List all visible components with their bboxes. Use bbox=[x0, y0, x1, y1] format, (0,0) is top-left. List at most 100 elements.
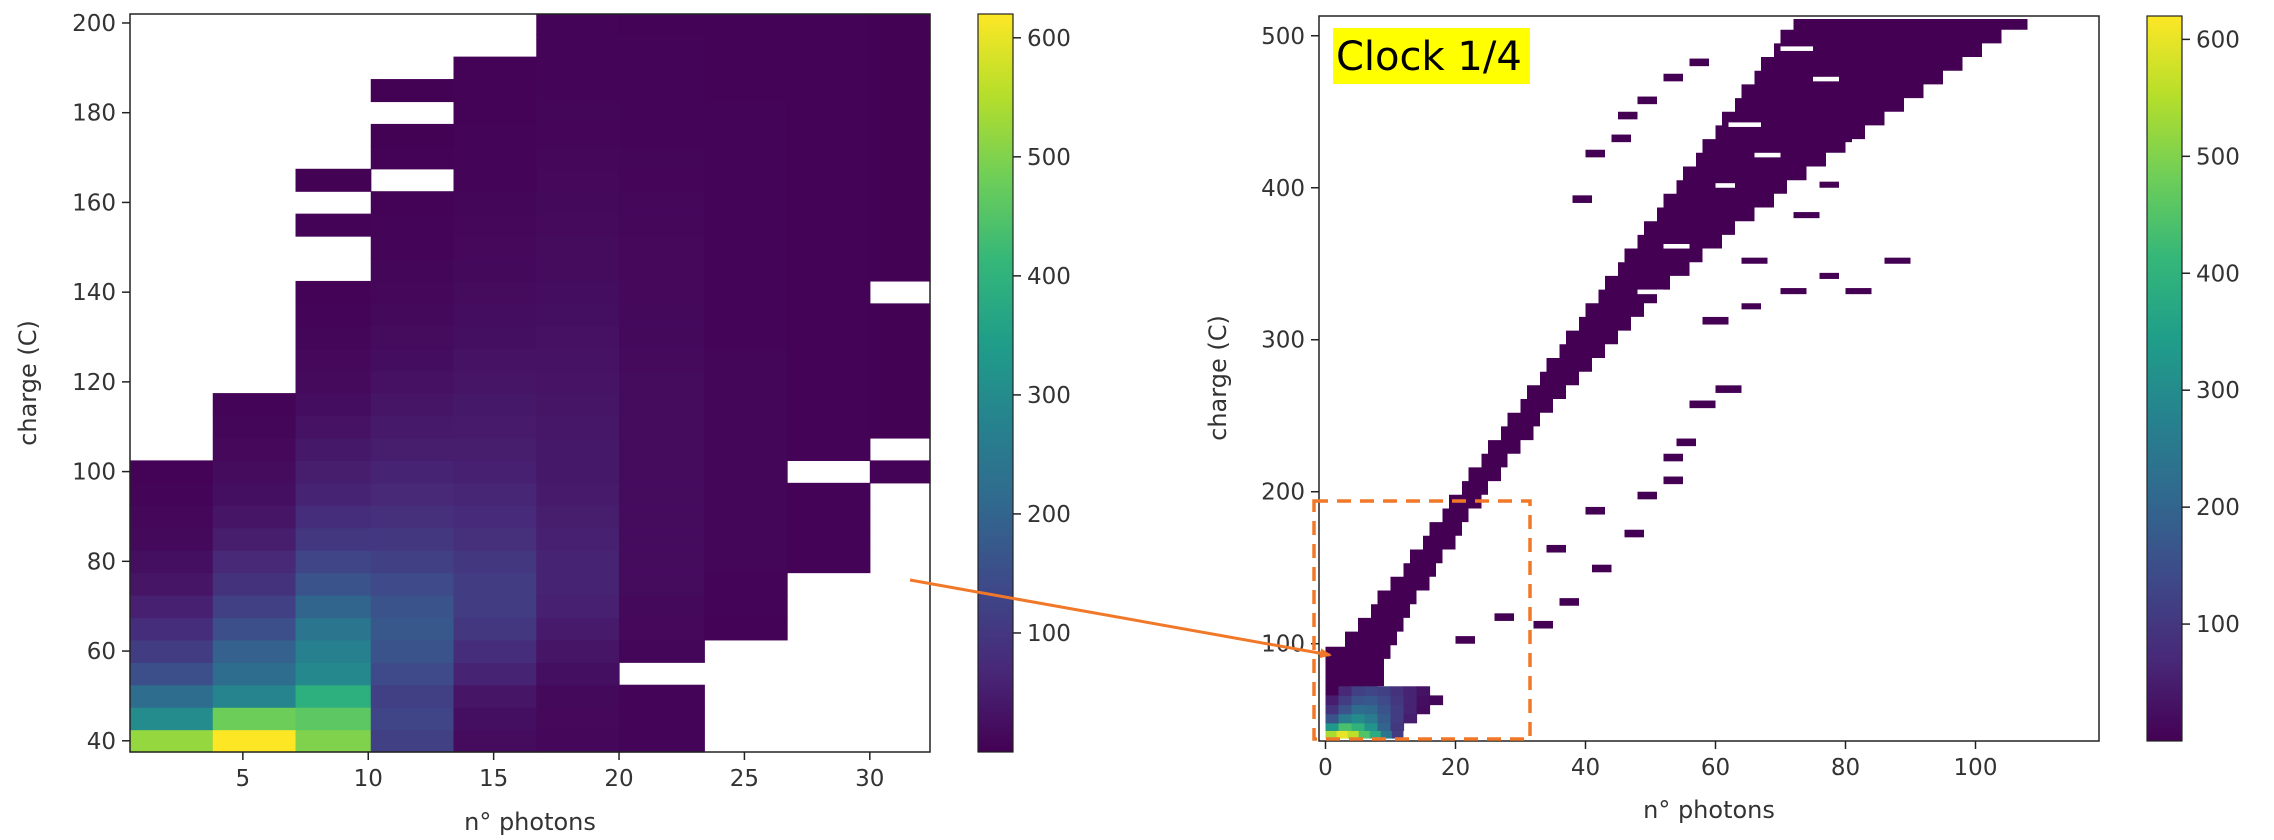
left-heatmap-cell bbox=[619, 325, 705, 349]
left-heatmap-cell bbox=[869, 348, 931, 372]
right-heatmap-cell bbox=[1390, 722, 1405, 731]
right-heatmap-cell bbox=[1390, 704, 1405, 715]
right-sparse-bin bbox=[1819, 272, 1839, 279]
left-heatmap-cell bbox=[536, 707, 620, 731]
left-heatmap-cell bbox=[869, 146, 931, 170]
left-heatmap-cell bbox=[453, 527, 537, 551]
right-heatmap-cell bbox=[1325, 722, 1340, 731]
right-sparse-bin bbox=[1702, 316, 1729, 325]
left-heatmap-cell bbox=[536, 370, 620, 394]
left-heatmap-cell bbox=[370, 505, 455, 529]
right-y-tick-label: 200 bbox=[1261, 480, 1305, 506]
right-heatmap-cell bbox=[1338, 713, 1353, 724]
left-heatmap-cell bbox=[295, 415, 372, 439]
left-y-tick-label: 160 bbox=[72, 190, 116, 216]
left-heatmap-cell bbox=[130, 684, 214, 708]
left-y-tick-label: 200 bbox=[72, 11, 116, 37]
left-heatmap-cell bbox=[536, 280, 620, 304]
left-heatmap-cell bbox=[536, 437, 620, 461]
left-heatmap-cell bbox=[370, 550, 455, 574]
left-colorbar-tick-label: 200 bbox=[1027, 502, 1071, 528]
left-heatmap-cell bbox=[704, 437, 788, 461]
left-x-axis-label: n° photons bbox=[464, 808, 596, 836]
left-heatmap-cell bbox=[295, 348, 372, 372]
left-y-tick-label: 120 bbox=[72, 370, 116, 396]
left-heatmap-cell bbox=[536, 101, 620, 125]
right-sparse-bin bbox=[1572, 195, 1592, 203]
left-heatmap-cell bbox=[787, 482, 871, 506]
left-heatmap-cell bbox=[536, 393, 620, 417]
left-heatmap-cell bbox=[130, 729, 214, 753]
left-heatmap-cell bbox=[453, 370, 537, 394]
right-heatmap-cell bbox=[1377, 722, 1392, 731]
left-heatmap-cell bbox=[869, 191, 931, 215]
right-heatmap-cell bbox=[1364, 695, 1379, 706]
left-x-tick-label: 30 bbox=[855, 766, 884, 792]
left-heatmap-cell bbox=[212, 393, 297, 417]
right-heatmap-cell bbox=[1403, 713, 1418, 724]
left-heatmap-cell bbox=[536, 236, 620, 260]
left-heatmap-cell bbox=[619, 617, 705, 641]
left-plot-frame bbox=[129, 13, 931, 753]
left-heatmap-cell bbox=[453, 572, 537, 596]
right-empty-bin bbox=[1696, 76, 1722, 82]
left-heatmap-cell bbox=[619, 729, 705, 753]
left-heatmap-cell bbox=[130, 707, 214, 731]
right-sparse-bin bbox=[1592, 564, 1612, 573]
left-x-tick-label: 10 bbox=[354, 766, 383, 792]
right-heatmap-cell bbox=[1336, 730, 1349, 739]
left-heatmap-cell bbox=[869, 325, 931, 349]
right-heatmap-cell bbox=[1416, 686, 1431, 696]
right-empty-bin bbox=[1572, 167, 1599, 173]
right-x-tick-label: 0 bbox=[1318, 755, 1333, 781]
left-heatmap-cell bbox=[704, 303, 788, 327]
left-heatmap-cell bbox=[619, 258, 705, 282]
left-heatmap-cell bbox=[370, 325, 455, 349]
left-heatmap-cell bbox=[536, 14, 620, 35]
right-heatmap-cell bbox=[1364, 713, 1379, 724]
left-heatmap-cell bbox=[704, 123, 788, 147]
right-x-tick-label: 20 bbox=[1441, 755, 1470, 781]
left-heatmap-cell bbox=[619, 594, 705, 619]
right-colorbar-tick-label: 300 bbox=[2196, 378, 2240, 404]
right-colorbar-tick-label: 600 bbox=[2196, 27, 2240, 53]
left-heatmap-cell bbox=[704, 258, 788, 282]
right-empty-bin bbox=[1611, 411, 1631, 416]
left-heatmap-cell bbox=[704, 415, 788, 439]
left-heatmap-cell bbox=[370, 348, 455, 372]
left-x-tick-label: 20 bbox=[604, 766, 633, 792]
clock-label-background bbox=[1333, 28, 1530, 84]
left-heatmap-cell bbox=[869, 393, 931, 417]
left-heatmap-cell bbox=[370, 123, 455, 147]
right-sparse-bin bbox=[1585, 506, 1605, 515]
right-sparse-bin bbox=[1715, 385, 1742, 393]
right-heatmap-cell bbox=[1403, 704, 1418, 715]
left-heatmap-cell bbox=[869, 34, 931, 58]
left-heatmap-cell bbox=[704, 191, 788, 215]
left-heatmap-cell bbox=[212, 482, 297, 506]
left-heatmap-cell bbox=[787, 527, 871, 551]
left-heatmap-cell bbox=[619, 213, 705, 237]
left-heatmap-cell bbox=[370, 415, 455, 439]
annotations: Clock 1/4 bbox=[909, 28, 1532, 741]
left-heatmap-cell bbox=[787, 101, 871, 125]
right-heatmap-cell bbox=[1377, 686, 1392, 696]
left-heatmap-cell bbox=[787, 146, 871, 170]
right-heatmap-cell bbox=[1429, 695, 1444, 706]
right-y-tick-label: 500 bbox=[1261, 24, 1305, 50]
left-heatmap-cell bbox=[453, 437, 537, 461]
right-empty-bin bbox=[1715, 183, 1735, 188]
left-heatmap-cell bbox=[212, 572, 297, 596]
left-heatmap-cell bbox=[295, 729, 372, 753]
left-heatmap-cell bbox=[212, 550, 297, 574]
left-heatmap-cell bbox=[212, 639, 297, 663]
left-heatmap-cell bbox=[453, 505, 537, 529]
left-y-tick-label: 60 bbox=[87, 639, 116, 665]
left-heatmap-cell bbox=[130, 505, 214, 529]
left-heatmap-cell bbox=[212, 662, 297, 686]
left-heatmap-cell bbox=[619, 415, 705, 439]
left-heatmap-cell bbox=[453, 303, 537, 327]
left-heatmap-cell bbox=[787, 258, 871, 282]
right-x-tick-label: 100 bbox=[1954, 755, 1998, 781]
right-sparse-bin bbox=[1637, 96, 1657, 105]
